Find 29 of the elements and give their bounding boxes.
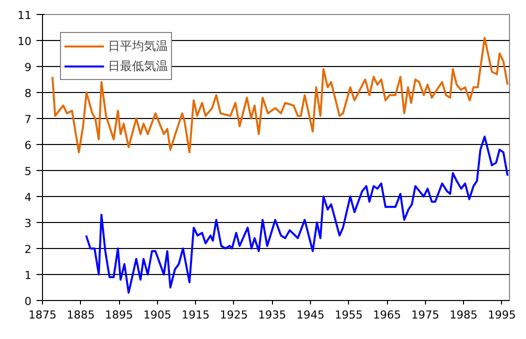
y-tick-label: 7 <box>24 113 32 126</box>
y-tick-label: 4 <box>24 191 32 204</box>
legend-label: 日最低気温 <box>108 58 168 74</box>
y-tick-label: 10 <box>18 35 32 48</box>
x-tick-label: 1995 <box>488 308 516 322</box>
y-tick-label: 11 <box>18 9 32 22</box>
y-tick-label: 2 <box>24 243 32 256</box>
y-tick-label: 9 <box>24 61 32 74</box>
x-tick-label: 1955 <box>334 308 363 322</box>
x-tick-label: 1975 <box>411 308 440 322</box>
x-tick-label: 1925 <box>220 308 248 322</box>
x-tick-label: 1965 <box>373 308 402 322</box>
y-tick-label: 6 <box>24 139 32 152</box>
x-tick-label: 1935 <box>258 308 286 322</box>
y-tick-label: 5 <box>24 165 32 178</box>
x-tick-label: 1895 <box>105 308 134 322</box>
x-tick-label: 1885 <box>66 308 95 322</box>
x-tick-label: 1905 <box>143 308 172 322</box>
line-series <box>85 136 509 294</box>
legend-label: 日平均気温 <box>108 38 168 54</box>
x-tick-label: 1875 <box>28 308 57 322</box>
y-tick-label: 0 <box>24 295 32 308</box>
line-series <box>51 36 509 154</box>
y-tick-label: 1 <box>24 269 32 282</box>
y-tick-label: 8 <box>24 87 32 100</box>
x-tick-label: 1985 <box>450 308 478 322</box>
y-tick-label: 3 <box>24 217 32 230</box>
x-tick-label: 1945 <box>296 308 324 322</box>
x-tick-label: 1915 <box>182 308 210 322</box>
